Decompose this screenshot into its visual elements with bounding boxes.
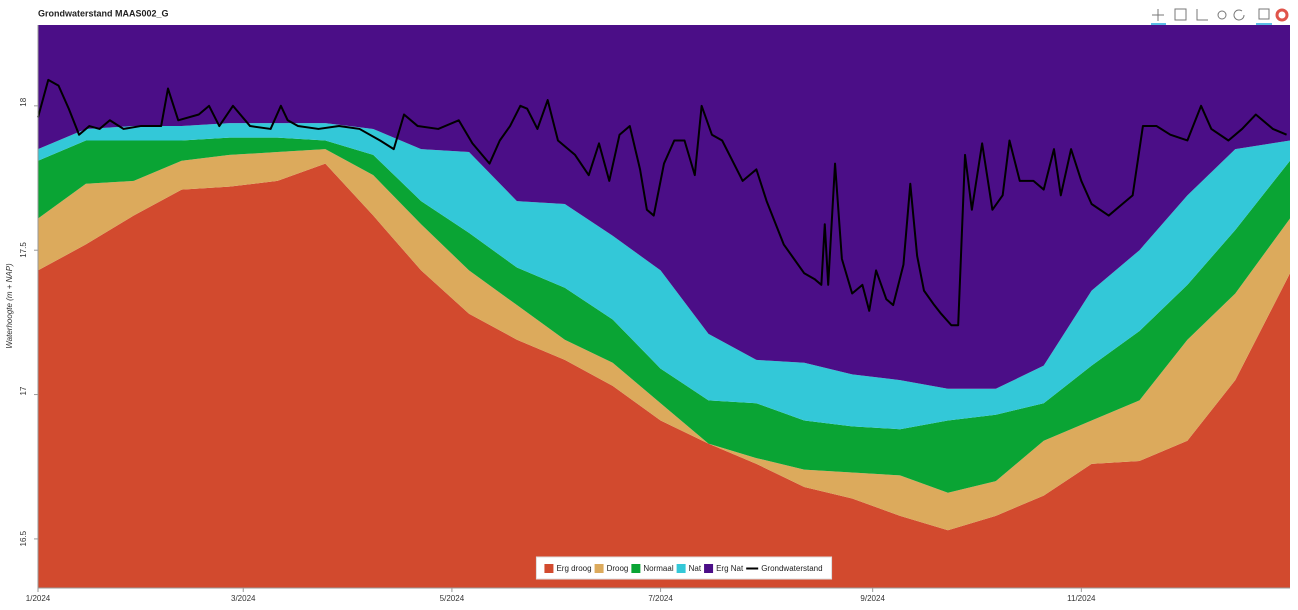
legend-swatch bbox=[704, 564, 714, 573]
toolbar bbox=[1151, 8, 1289, 25]
legend: Erg droog Droog Normaal Nat Erg Nat Grondwate… bbox=[535, 556, 833, 580]
hover-tool[interactable] bbox=[1256, 8, 1272, 25]
legend-label: Droog bbox=[607, 564, 629, 573]
band-area bbox=[38, 123, 1290, 430]
groundwater-line bbox=[37, 78, 1287, 327]
legend-swatch bbox=[676, 564, 686, 573]
legend-swatch bbox=[544, 564, 554, 573]
legend-label: Erg Nat bbox=[716, 564, 744, 573]
reset-tool[interactable] bbox=[1233, 9, 1245, 21]
y-tick-label: 16.5 bbox=[19, 530, 28, 546]
x-tick-label: 9/2024 bbox=[860, 594, 885, 603]
wheel-zoom-tool[interactable] bbox=[1196, 9, 1208, 21]
legend-label: Grondwaterstand bbox=[761, 564, 822, 573]
x-tick-label: 3/2024 bbox=[231, 594, 256, 603]
legend-items: Erg droog Droog Normaal Nat Erg Nat Grondwate… bbox=[544, 564, 823, 573]
legend-label: Erg droog bbox=[556, 564, 591, 573]
y-tick-label: 17 bbox=[19, 386, 28, 395]
legend-swatch bbox=[631, 564, 641, 573]
plot-area bbox=[37, 25, 1290, 589]
legend-label: Nat bbox=[689, 564, 702, 573]
band-area bbox=[38, 25, 1290, 389]
legend-swatch bbox=[594, 564, 604, 573]
legend-label: Normaal bbox=[643, 564, 673, 573]
chart-title: Grondwaterstand MAAS002_G bbox=[38, 8, 169, 18]
bokeh-logo[interactable] bbox=[1275, 8, 1289, 22]
y-tick-label: 18 bbox=[19, 97, 28, 106]
band-area bbox=[38, 163, 1290, 589]
zoom-in-tool[interactable] bbox=[1217, 10, 1227, 20]
x-tick-label: 5/2024 bbox=[440, 594, 465, 603]
x-tick-label: 7/2024 bbox=[648, 594, 673, 603]
pan-tool[interactable] bbox=[1151, 9, 1166, 25]
band-area bbox=[38, 149, 1290, 531]
y-tick-label: 17.5 bbox=[19, 242, 28, 258]
x-tick-label: 11/2024 bbox=[1067, 594, 1096, 603]
x-tick-label: 1/2024 bbox=[26, 594, 51, 603]
y-axis-label: Waterhoogte (m + NAP) bbox=[5, 263, 14, 349]
box-zoom-tool[interactable] bbox=[1174, 8, 1187, 21]
